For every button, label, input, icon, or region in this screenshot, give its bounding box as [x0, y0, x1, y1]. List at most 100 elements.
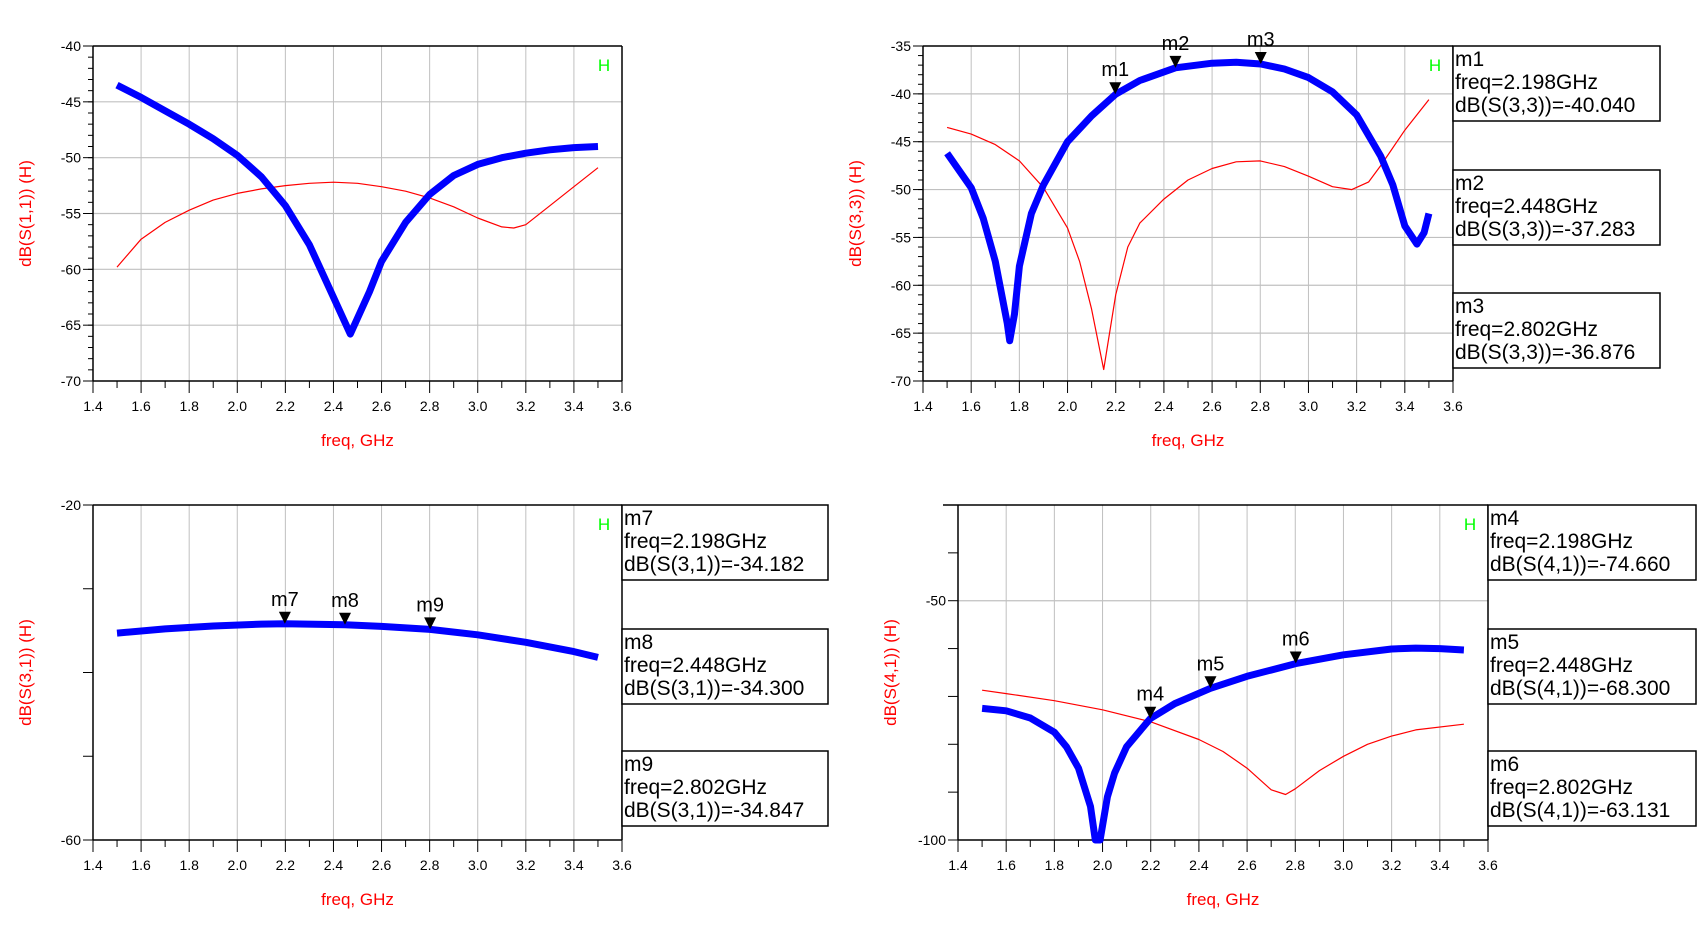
marker-readout-line: m9 — [624, 753, 653, 776]
x-axis-label: freq, GHz — [1152, 431, 1225, 450]
x-tick-label: 1.4 — [913, 398, 933, 414]
marker-label-m3: m3 — [1247, 29, 1275, 51]
marker-triangle-m3 — [1254, 51, 1267, 64]
x-tick-label: 2.6 — [372, 398, 392, 414]
marker-readout-line: dB(S(3,1))=-34.182 — [624, 553, 804, 576]
series-line-red — [116, 167, 599, 268]
x-tick-label: 3.0 — [1299, 398, 1319, 414]
marker-readout-box — [1487, 628, 1697, 705]
y-axis-label: dB(S(3,3)) (H) — [846, 160, 865, 267]
marker-readout-line: m4 — [1490, 507, 1519, 530]
x-tick-label: 2.8 — [1251, 398, 1271, 414]
marker-readout-box — [1487, 504, 1697, 581]
x-tick-label: 3.6 — [1478, 857, 1498, 873]
h-marker-label: H — [1464, 515, 1476, 534]
marker-readout-box — [621, 504, 829, 581]
x-tick-label: 2.4 — [324, 398, 344, 414]
x-axis-label: freq, GHz — [321, 890, 394, 909]
x-tick-label: 1.6 — [961, 398, 981, 414]
marker-readout-line: m8 — [624, 631, 653, 654]
x-tick-label: 3.6 — [612, 398, 632, 414]
x-tick-label: 2.8 — [420, 857, 440, 873]
x-tick-label: 3.2 — [516, 857, 536, 873]
chart-2: 1.4 1.6 1.8 2.0 2.2 2.4 2.6 2.8 3.0 3.2 3.4 3.6 -35 -… — [846, 29, 1661, 450]
x-tick-label: 2.4 — [1189, 857, 1209, 873]
marker-label-m9: m9 — [416, 594, 444, 616]
x-tick-label: 1.8 — [179, 857, 199, 873]
x-tick-label: 1.4 — [948, 857, 968, 873]
marker-readout-line: freq=2.198GHz — [1455, 71, 1598, 94]
marker-triangle-m2 — [1169, 55, 1182, 68]
y-tick-label: -50 — [891, 182, 911, 198]
x-tick-label: 1.4 — [83, 398, 103, 414]
x-tick-label: 3.4 — [564, 857, 584, 873]
y-tick-label: -60 — [61, 261, 81, 277]
y-tick-label: -55 — [61, 206, 81, 222]
x-tick-label: 3.2 — [516, 398, 536, 414]
x-tick-label: 3.2 — [1382, 857, 1402, 873]
marker-readout-line: freq=2.802GHz — [1490, 776, 1633, 799]
marker-label-m5: m5 — [1197, 653, 1225, 675]
x-tick-label: 2.8 — [1286, 857, 1306, 873]
y-axis-label: dB(S(3,1)) (H) — [16, 619, 35, 726]
marker-triangle-m7 — [278, 611, 291, 624]
marker-triangle-m1 — [1109, 82, 1122, 95]
x-tick-label: 2.2 — [276, 398, 296, 414]
x-tick-label: 3.6 — [612, 857, 632, 873]
y-tick-label: -100 — [918, 832, 946, 848]
marker-triangle-m4 — [1144, 706, 1157, 719]
y-axis-label: dB(S(1,1)) (H) — [16, 160, 35, 267]
marker-readout-box — [1452, 45, 1661, 122]
marker-readout-line: dB(S(3,3))=-40.040 — [1455, 94, 1635, 117]
marker-readout-box — [621, 750, 829, 827]
x-tick-label: 2.4 — [324, 857, 344, 873]
x-tick-label: 2.4 — [1154, 398, 1174, 414]
x-tick-label: 2.0 — [1093, 857, 1113, 873]
x-tick-label: 2.2 — [276, 857, 296, 873]
marker-label-m2: m2 — [1162, 33, 1190, 55]
marker-readout-box — [1452, 292, 1661, 369]
y-tick-label: -40 — [891, 86, 911, 102]
y-tick-label: -20 — [61, 497, 81, 513]
x-tick-label: 3.0 — [1334, 857, 1354, 873]
marker-readout-line: m1 — [1455, 48, 1484, 71]
x-tick-label: 1.8 — [1045, 857, 1065, 873]
marker-readout-line: m2 — [1455, 172, 1484, 195]
y-tick-label: -70 — [61, 373, 81, 389]
marker-readout-box — [1452, 169, 1661, 246]
marker-readout-line: dB(S(3,1))=-34.300 — [624, 677, 804, 700]
x-tick-label: 2.8 — [420, 398, 440, 414]
y-tick-label: -55 — [891, 229, 911, 245]
marker-readout-line: freq=2.198GHz — [1490, 530, 1633, 553]
marker-readout-line: m6 — [1490, 753, 1519, 776]
x-tick-label: 1.8 — [179, 398, 199, 414]
marker-label-m6: m6 — [1282, 629, 1310, 651]
y-tick-label: -45 — [61, 94, 81, 110]
x-tick-label: 3.4 — [1395, 398, 1415, 414]
marker-label-m7: m7 — [271, 589, 299, 611]
x-tick-label: 1.6 — [131, 857, 151, 873]
y-tick-label: -60 — [61, 832, 81, 848]
marker-label-m1: m1 — [1101, 59, 1129, 81]
x-tick-label: 2.0 — [1058, 398, 1078, 414]
y-tick-label: -50 — [61, 150, 81, 166]
chart-3: 1.4 1.6 1.8 2.0 2.2 2.4 2.6 2.8 3.0 3.2 3.4 3.6 -20 -… — [16, 497, 829, 909]
h-marker-label: H — [598, 56, 610, 75]
series-line-blue — [944, 58, 1433, 345]
marker-readout-line: freq=2.802GHz — [624, 776, 767, 799]
h-marker-label: H — [1429, 56, 1441, 75]
y-tick-label: -50 — [926, 593, 946, 609]
series-line-blue — [981, 644, 1465, 844]
x-tick-label: 2.6 — [1202, 398, 1222, 414]
marker-readout-line: dB(S(4,1))=-74.660 — [1490, 553, 1670, 576]
y-tick-label: -45 — [891, 134, 911, 150]
y-tick-label: -65 — [61, 317, 81, 333]
h-marker-label: H — [598, 515, 610, 534]
